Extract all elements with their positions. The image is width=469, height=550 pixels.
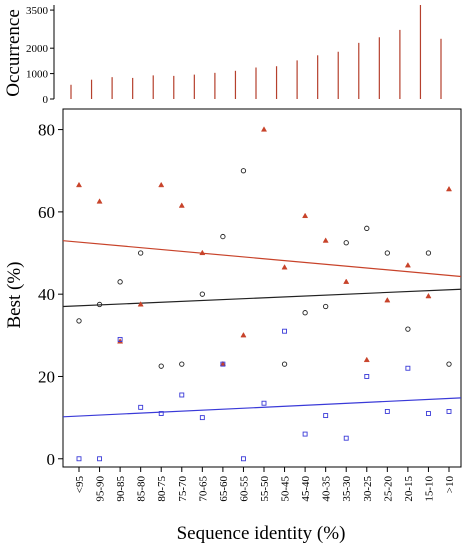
y-tick-label: 80 (38, 121, 55, 140)
blue-square-point (220, 361, 226, 367)
black-circle-point (199, 291, 205, 297)
black-circle-point (96, 301, 103, 308)
x-tick-label: 20-15 (403, 476, 415, 502)
x-tick-label: 35-30 (341, 476, 353, 502)
black-circle-point (138, 250, 144, 256)
plot-frame (62, 108, 462, 468)
black-circle-point (405, 326, 411, 332)
red-triangle-point (281, 264, 288, 270)
blue-square-point (364, 374, 370, 379)
occurrence-panel: Occurrence 0 1000 2000 3500 (3, 5, 442, 106)
occurrence-tick-label: 2000 (26, 43, 49, 55)
blue-square-point (199, 415, 205, 421)
y-tick-label: 20 (38, 367, 55, 386)
x-tick-label: <95 (74, 476, 86, 494)
red-triangle-point (322, 237, 329, 243)
x-tick-label: 40-35 (321, 476, 333, 502)
red-triangle-point (178, 202, 185, 208)
red-triangle-point (158, 181, 165, 188)
red-triangle-point (302, 212, 309, 219)
red-triangle-point (260, 126, 268, 132)
red-triangle-point (96, 198, 103, 204)
blue-square-point (384, 408, 390, 414)
x-tick-label: 45-40 (300, 476, 312, 502)
x-tick-label: 15-10 (423, 476, 435, 502)
blue-square-point (282, 328, 288, 334)
black-trend-line (62, 288, 462, 308)
blue-square-point (240, 456, 246, 462)
black-circle-point (117, 279, 123, 285)
blue-square-point (343, 435, 349, 441)
x-tick-label: 25-20 (382, 476, 394, 502)
blue-square-point (323, 413, 329, 419)
x-tick-label: 50-45 (280, 476, 292, 502)
blue-square-point (405, 365, 411, 371)
occurrence-tick-label: 1000 (26, 69, 49, 81)
red-triangle-point (425, 292, 432, 299)
red-triangle-point (199, 249, 206, 256)
blue-square-point (97, 456, 103, 462)
black-circle-point (158, 363, 164, 369)
blue-square-point (138, 404, 144, 410)
black-circle-point (343, 240, 349, 246)
black-circle-point (302, 310, 308, 316)
x-tick-label: 70-65 (197, 476, 209, 502)
red-triangle-point (75, 181, 83, 188)
x-tick-label: 80-75 (156, 476, 168, 502)
black-circle-point (179, 361, 185, 367)
occurrence-tick-label: 3500 (26, 5, 49, 17)
black-circle-point (76, 318, 82, 324)
red-triangle-point (404, 262, 411, 268)
x-tick-label: 85-80 (136, 476, 148, 502)
blue-trend-line (62, 397, 462, 418)
black-circle-point (240, 168, 247, 174)
red-triangle-point (363, 356, 370, 363)
blue-square-point (446, 408, 452, 414)
red-trend-line (62, 240, 462, 278)
y-tick-label: 40 (38, 285, 55, 304)
blue-square-point (158, 411, 164, 416)
red-triangle-point (137, 301, 144, 307)
black-circle-point (446, 361, 452, 367)
black-circle-point (364, 225, 370, 231)
y-tick-label: 0 (47, 450, 56, 469)
black-circle-point (220, 233, 226, 240)
occurrence-axis-title: Occurrence (3, 9, 24, 97)
blue-square-point (117, 336, 123, 342)
red-triangle-point (445, 185, 453, 192)
red-triangle-point (343, 278, 350, 284)
red-triangle-point (240, 332, 247, 338)
scatter-panel: 0 20 40 60 80 <95 95-90 90-85 85-80 80-75 75-70 70… (4, 108, 462, 544)
blue-square-point (76, 456, 82, 462)
x-tick-label: 90-85 (115, 476, 127, 502)
black-circle-point (425, 250, 432, 256)
x-tick-label: >10 (444, 476, 456, 494)
black-circle-point (384, 250, 390, 256)
blue-square-point (302, 431, 308, 437)
x-axis-title: Sequence identity (%) (177, 523, 346, 544)
x-tick-label: 75-70 (177, 476, 189, 502)
x-tick-label: 30-25 (362, 476, 374, 502)
black-circle-point (323, 303, 329, 310)
occurrence-tick-label: 0 (43, 94, 49, 106)
x-tick-label: 65-60 (218, 476, 230, 502)
x-tick-label: 95-90 (95, 476, 107, 502)
blue-square-point (261, 400, 267, 406)
y-axis-title: Best (%) (4, 261, 25, 328)
red-triangle-point (384, 297, 391, 303)
x-tick-label: 60-55 (238, 476, 250, 502)
x-tick-label: 55-50 (259, 476, 271, 502)
black-circle-point (281, 361, 288, 367)
y-tick-label: 60 (38, 203, 55, 222)
blue-square-point (179, 392, 185, 398)
blue-square-point (425, 411, 431, 416)
